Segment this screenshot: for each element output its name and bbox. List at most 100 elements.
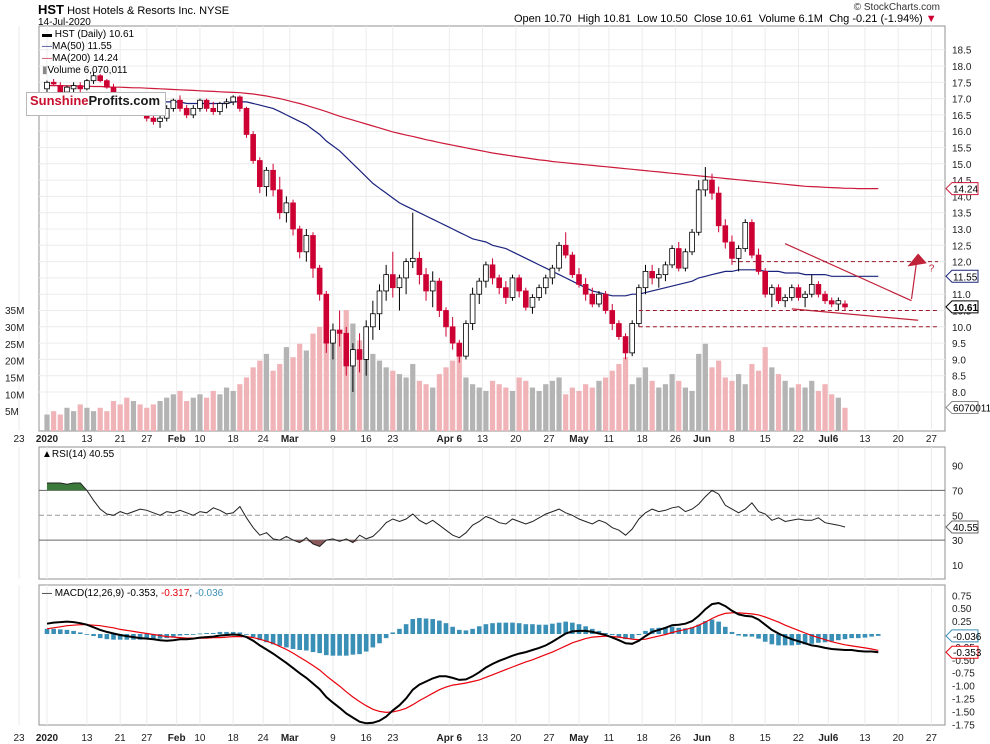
legend-volume: Volume 6,070,011 xyxy=(47,65,128,76)
volume-bar xyxy=(682,387,688,431)
macd-histogram-bar xyxy=(430,619,435,634)
macd-histogram-bar xyxy=(716,621,721,634)
quote-strip: Open 10.70 High 10.81 Low 10.50 Close 10… xyxy=(514,13,937,25)
macd-x-tick-label: 27 xyxy=(544,733,556,744)
candle-body xyxy=(496,277,502,289)
volume-bar xyxy=(383,367,389,431)
macd-histogram-bar xyxy=(636,634,642,636)
price-x-tick-label: 15 xyxy=(760,434,772,445)
macd-histogram-bar xyxy=(250,634,256,638)
volume-bar xyxy=(470,384,476,431)
macd-x-tick-label: 27 xyxy=(926,733,938,744)
macd-x-tick-label: 13 xyxy=(859,733,871,744)
macd-histogram-bar xyxy=(111,634,116,640)
candle-body xyxy=(523,290,529,308)
volume-bar xyxy=(676,380,682,431)
macd-x-tick-label: Feb xyxy=(168,733,186,744)
candle-body xyxy=(795,287,802,298)
candle-body xyxy=(469,293,476,324)
chg-value: -0.21 (-1.94%) xyxy=(852,13,923,25)
low-value: 10.50 xyxy=(660,13,688,25)
macd-histogram-bar xyxy=(91,634,96,637)
candle-body xyxy=(516,277,522,292)
candle-body xyxy=(217,103,223,113)
volume-bar xyxy=(177,390,183,431)
sunshine-profits-logo: SunshineProfits.com xyxy=(26,92,166,116)
macd-histogram-bar xyxy=(490,623,495,634)
macd-histogram-bar xyxy=(410,619,416,634)
macd-hist-badge-box xyxy=(945,629,979,643)
volume-bar xyxy=(430,387,436,431)
candle-body xyxy=(44,81,50,90)
volume-bar xyxy=(270,370,276,431)
projection-arrow-head xyxy=(907,253,927,267)
macd-hist-value: -0.036 xyxy=(194,588,224,599)
candle-body xyxy=(835,300,842,305)
question-mark-label: ? xyxy=(929,263,935,274)
macd-line xyxy=(46,601,879,725)
resistance-trendline xyxy=(784,243,912,302)
candle-body xyxy=(350,349,356,367)
candle-body xyxy=(576,274,582,285)
volume-bar xyxy=(130,401,137,431)
macd-histogram-bar xyxy=(257,634,263,641)
macd-x-tick-label: May xyxy=(569,733,589,744)
volume-bar xyxy=(789,387,795,431)
high-value: 10.81 xyxy=(603,13,631,25)
macd-histogram-bar xyxy=(875,634,881,636)
volume-bar xyxy=(616,363,622,431)
volume-bar xyxy=(51,411,57,431)
price-x-tick-label: 13 xyxy=(859,434,871,445)
rsi-title-text: RSI(14) 40.55 xyxy=(51,449,115,460)
volume-bar xyxy=(556,377,562,431)
volume-bar xyxy=(669,374,675,431)
macd-tick-label: -0.75 xyxy=(952,669,975,680)
volume-bar xyxy=(755,370,762,431)
candle-body xyxy=(363,326,369,360)
volume-bar xyxy=(97,407,103,431)
rsi-tick-label: 70 xyxy=(952,486,964,497)
macd-histogram-bar xyxy=(749,634,755,637)
macd-histogram-bar xyxy=(397,628,402,634)
volume-tick-label: 10M xyxy=(5,390,24,401)
open-label: Open xyxy=(514,13,541,25)
macd-histogram-bar xyxy=(603,632,608,634)
volume-bar xyxy=(509,390,516,431)
price-x-tick-label: 27 xyxy=(141,434,153,445)
volume-bar xyxy=(436,374,442,431)
candle-body xyxy=(729,241,735,259)
candle-body xyxy=(370,313,376,328)
candle-body xyxy=(77,85,84,90)
volume-bar xyxy=(356,340,363,431)
candle-body xyxy=(356,349,363,360)
volume-bar xyxy=(277,363,283,431)
volume-bar xyxy=(523,380,529,431)
candle-body xyxy=(596,293,602,305)
macd-histogram-bar xyxy=(663,627,668,634)
volume-bar xyxy=(489,380,496,431)
volume-label: Volume xyxy=(758,13,796,25)
price-tick-label: 13.5 xyxy=(952,209,972,220)
rsi-tick-label: 30 xyxy=(952,536,964,547)
macd-histogram-bar xyxy=(862,634,868,638)
macd-histogram-bar xyxy=(756,634,761,639)
ma50-badge-text: 11.55 xyxy=(953,272,978,283)
volume-bar xyxy=(283,347,289,431)
candle-body xyxy=(629,323,635,354)
candle-body xyxy=(323,293,330,344)
candle-body xyxy=(483,264,489,282)
volume-bar xyxy=(410,363,416,431)
macd-x-tick-label: 11 xyxy=(604,733,615,744)
candle-body xyxy=(276,189,283,214)
macd-histogram-bar xyxy=(51,628,56,634)
price-x-tick-label: 2020 xyxy=(36,434,59,445)
price-legend: ▬ HST (Daily) 10.61 —MA(50) 11.55 —MA(20… xyxy=(42,29,134,77)
volume-bar xyxy=(569,387,575,431)
ma200-legend-icon: — xyxy=(42,53,52,64)
macd-histogram-bar xyxy=(304,634,309,651)
macd-histogram-bar xyxy=(609,634,615,636)
support-trendline xyxy=(791,308,919,321)
volume-bar xyxy=(184,401,190,431)
macd-histogram-bar xyxy=(157,634,163,639)
macd-histogram-bar xyxy=(556,622,562,634)
